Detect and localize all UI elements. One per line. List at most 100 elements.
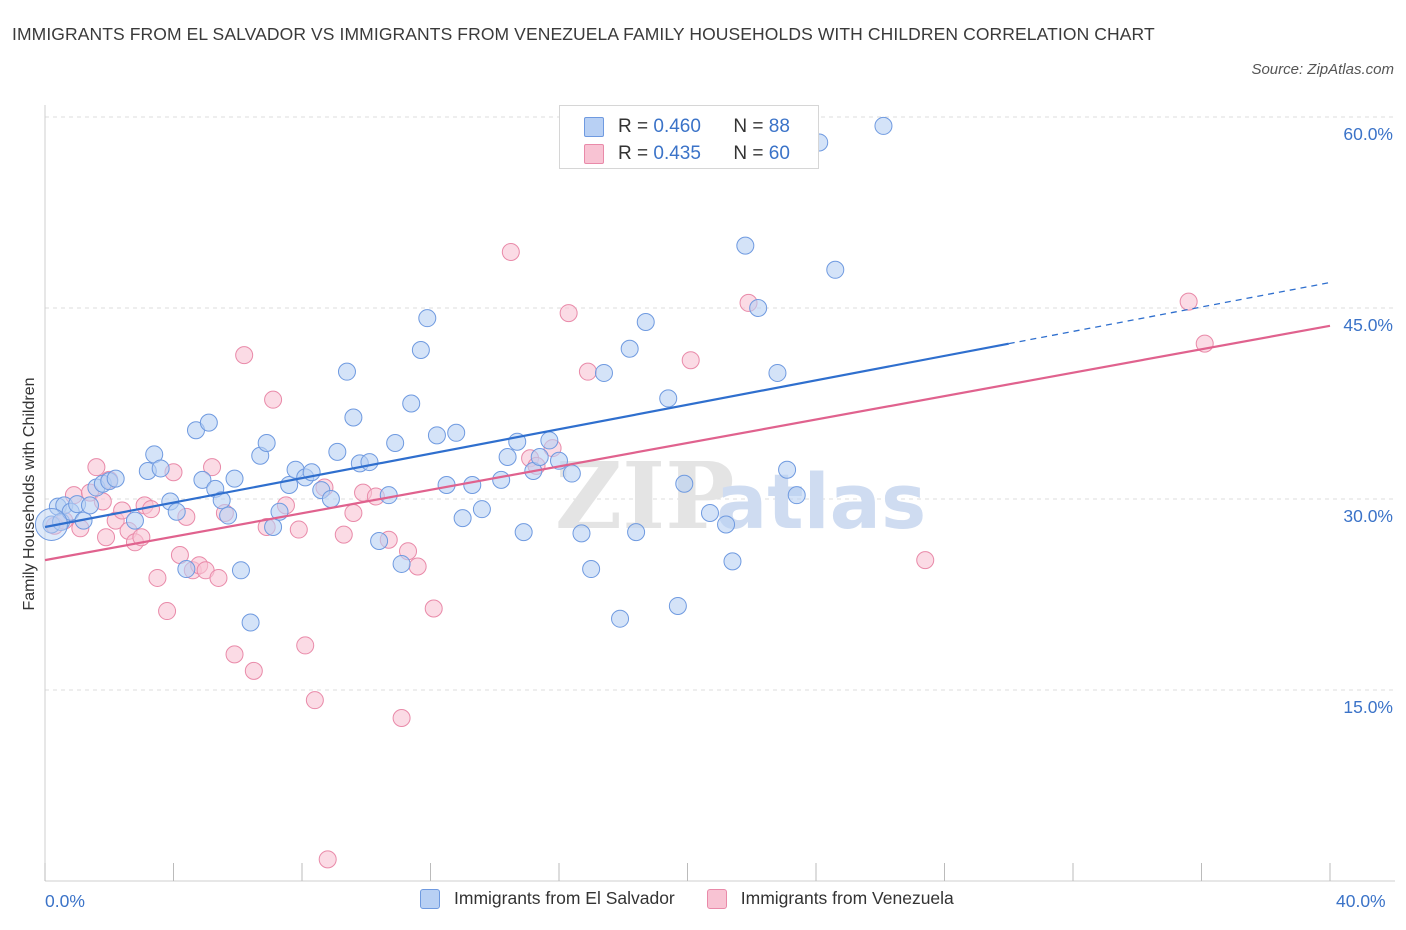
el-salvador-point (572, 524, 591, 543)
venezuela-point (203, 458, 222, 477)
el-salvador-point (231, 561, 250, 580)
el-salvador-point (344, 408, 363, 427)
el-salvador-point (627, 523, 646, 542)
el-salvador-point (717, 515, 736, 534)
el-salvador-point (498, 447, 517, 466)
el-salvador-point (668, 596, 687, 615)
el-salvador-point (106, 469, 125, 488)
venezuela-point (344, 504, 363, 523)
r-label: R = (618, 143, 654, 164)
el-salvador-point (337, 362, 356, 381)
el-salvador-point (392, 554, 411, 573)
y-tick-label-45: 45.0% (1343, 315, 1393, 335)
el-salvador-point (360, 453, 379, 472)
chart-title: IMMIGRANTS FROM EL SALVADOR VS IMMIGRANT… (12, 24, 1155, 44)
el-salvador-cluster-point (34, 507, 68, 541)
venezuela-point (501, 242, 520, 261)
r-value: 0.435 (653, 143, 701, 164)
el-salvador-point (768, 363, 787, 382)
y-tick-label-30: 30.0% (1343, 506, 1393, 526)
el-salvador-point (874, 116, 893, 135)
el-salvador-point (582, 560, 601, 579)
el-salvador-point (562, 464, 581, 483)
el-salvador-point (636, 313, 655, 332)
venezuela-point (87, 458, 106, 477)
watermark-atlas: atlas (716, 457, 926, 546)
y-tick-label-15: 15.0% (1343, 697, 1393, 717)
el-salvador-point (241, 613, 260, 632)
x-tick-label-min: 0.0% (45, 891, 85, 911)
trend-lines (44, 281, 1331, 562)
venezuela-point (225, 645, 244, 664)
y-tick-label-60: 60.0% (1343, 124, 1393, 144)
el-salvador-point (219, 506, 238, 525)
n-label: N = (733, 143, 769, 164)
stats-row-el-salvador: R = 0.460 N = 88 (584, 114, 790, 140)
r-value: 0.460 (653, 116, 701, 137)
venezuela-point (244, 661, 263, 680)
venezuela-point (1179, 292, 1198, 311)
el-salvador-point (402, 394, 421, 413)
venezuela-point (681, 351, 700, 370)
source-label: Source: ZipAtlas.com (1251, 61, 1394, 78)
axes (44, 105, 1395, 882)
el-salvador-point (212, 491, 231, 510)
el-salvador-trend-line (44, 342, 1009, 529)
venezuela-point (264, 390, 283, 409)
el-salvador-point (453, 509, 472, 528)
x-tick-label-max: 40.0% (1336, 891, 1386, 911)
el-salvador-point (370, 532, 389, 551)
el-salvador-point (749, 299, 768, 317)
venezuela-point (97, 528, 116, 547)
el-salvador-point (125, 511, 144, 530)
el-salvador-point (264, 518, 283, 537)
n-label: N = (733, 116, 769, 137)
el-salvador-point (167, 502, 186, 521)
el-salvador-point (620, 339, 639, 358)
venezuela-point (235, 346, 254, 365)
el-salvador-point (321, 490, 340, 508)
el-salvador-point (80, 496, 99, 515)
legend-label-venezuela: Immigrants from Venezuela (740, 888, 954, 908)
stats-legend: R = 0.460 N = 88 R = 0.435 N = 60 (559, 105, 819, 169)
el-salvador-point (151, 459, 170, 478)
el-salvador-point (492, 470, 511, 489)
legend-item-venezuela[interactable]: Immigrants from Venezuela (706, 888, 954, 909)
el-salvador-point (514, 523, 533, 542)
el-salvador-point (225, 469, 244, 488)
venezuela-point (334, 525, 353, 544)
venezuela-point (578, 362, 597, 381)
el-salvador-point (427, 426, 446, 445)
venezuela-point (142, 500, 161, 519)
el-salvador-swatch (420, 888, 440, 909)
el-salvador-point (193, 470, 212, 489)
el-salvador-point (723, 552, 742, 571)
series-legend: Immigrants from El Salvador Immigrants f… (420, 888, 986, 909)
n-value: 60 (768, 143, 790, 164)
el-salvador-points (34, 116, 893, 632)
el-salvador-point (787, 486, 806, 505)
el-salvador-point (379, 486, 398, 505)
el-salvador-point (826, 260, 845, 279)
el-salvador-point (472, 500, 491, 519)
el-salvador-point (700, 504, 719, 523)
venezuela-swatch (706, 888, 727, 909)
venezuela-point (559, 304, 578, 323)
el-salvador-swatch (584, 117, 604, 137)
n-value: 88 (768, 116, 790, 137)
el-salvador-point (594, 363, 613, 382)
el-salvador-point (411, 341, 430, 360)
el-salvador-point (530, 447, 549, 466)
el-salvador-point (257, 433, 276, 452)
legend-label-el-salvador: Immigrants from El Salvador (454, 888, 675, 908)
r-label: R = (618, 116, 654, 137)
el-salvador-point (386, 433, 405, 452)
legend-item-el-salvador[interactable]: Immigrants from El Salvador (420, 888, 675, 909)
venezuela-point (158, 602, 177, 621)
venezuela-trend-line (44, 324, 1331, 562)
el-salvador-point (659, 389, 678, 408)
gridlines (45, 116, 1395, 691)
el-salvador-point (736, 236, 755, 255)
